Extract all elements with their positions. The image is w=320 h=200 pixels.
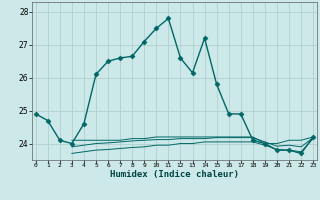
- X-axis label: Humidex (Indice chaleur): Humidex (Indice chaleur): [110, 170, 239, 179]
